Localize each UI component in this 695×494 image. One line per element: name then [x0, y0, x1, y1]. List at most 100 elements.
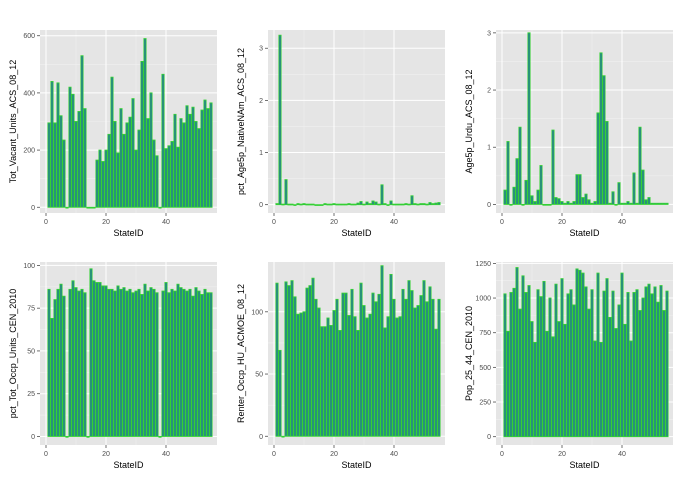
x-tick-label: 20 — [330, 451, 338, 458]
chart-panel-2: 0 1 2 3 0 20 40 StateID pct_Age5p_NativeNAm_ACS_… — [236, 30, 445, 238]
bar — [590, 289, 594, 438]
chart-panel-3: 0 1 2 3 0 20 40 StateID Age5p_Urdu_ACS_08_12 — [464, 30, 673, 238]
bar — [386, 316, 390, 437]
y-tick-label: 600 — [23, 33, 35, 40]
bar — [590, 202, 594, 205]
bar — [587, 199, 591, 205]
bar — [323, 203, 327, 206]
bar — [503, 189, 507, 205]
bar — [146, 290, 150, 437]
y-tick-label: 1 — [487, 145, 491, 152]
bar — [350, 288, 354, 437]
bar — [581, 197, 585, 205]
bar — [632, 292, 636, 438]
bar — [533, 201, 537, 205]
bar — [560, 201, 564, 205]
bar — [545, 203, 549, 206]
bar — [182, 122, 186, 208]
x-tick-label: 20 — [558, 451, 566, 458]
bar — [437, 298, 441, 437]
bar — [152, 139, 156, 208]
bar — [602, 290, 606, 438]
bar — [83, 292, 87, 437]
bar — [419, 203, 423, 206]
bar — [422, 203, 426, 206]
bar — [659, 285, 663, 438]
bar — [170, 288, 174, 437]
bar — [374, 201, 378, 206]
bar — [275, 203, 279, 206]
bar — [605, 278, 609, 438]
bar — [401, 288, 405, 437]
bar — [119, 288, 123, 437]
bar — [314, 204, 318, 206]
bar — [47, 122, 51, 208]
bar — [578, 269, 582, 438]
bar — [197, 290, 201, 437]
bar — [644, 286, 648, 438]
bar — [323, 326, 327, 437]
bar — [56, 288, 60, 437]
bar — [356, 330, 360, 437]
bar — [548, 203, 552, 206]
bar — [326, 203, 330, 206]
chart-panel-6: 0 250 500 750 1000 1250 0 20 40 StateID Pop_25_44_… — [464, 261, 673, 470]
x-tick-label: 40 — [390, 219, 398, 226]
bar — [332, 310, 336, 437]
bar — [656, 202, 660, 205]
bar — [404, 298, 408, 437]
bar — [623, 323, 627, 438]
bar — [119, 108, 123, 208]
bar — [392, 203, 396, 206]
bar — [71, 280, 75, 437]
bar — [620, 202, 624, 205]
bar — [146, 118, 150, 208]
panel-background — [268, 30, 445, 213]
bar — [203, 99, 207, 208]
bar — [284, 281, 288, 437]
bar — [407, 280, 411, 437]
bar — [632, 172, 636, 205]
bar — [320, 204, 324, 206]
bar — [176, 283, 180, 437]
bar — [158, 435, 162, 438]
bar — [335, 203, 339, 206]
bar — [350, 203, 354, 206]
bar — [341, 203, 345, 206]
x-tick-label: 40 — [162, 219, 170, 226]
bar — [566, 293, 570, 438]
bar — [287, 285, 291, 437]
bar — [140, 294, 144, 437]
bar — [290, 203, 294, 206]
bar — [524, 292, 528, 438]
bar — [197, 128, 201, 208]
bar — [539, 165, 543, 205]
bar — [98, 149, 102, 208]
bar — [413, 203, 417, 206]
bar — [650, 293, 654, 438]
bar — [434, 328, 438, 437]
y-axis-title: pct_Tot_Occp_Units_CEN_2010 — [8, 289, 18, 419]
bar — [278, 349, 282, 437]
bar — [68, 288, 72, 437]
bar — [362, 305, 366, 437]
y-tick-label: 50 — [27, 348, 35, 355]
bar — [611, 191, 615, 205]
y-tick-label: 100 — [251, 309, 263, 316]
bar — [626, 292, 630, 438]
bar — [527, 32, 531, 205]
y-axis-title: Tot_Vacant_Units_ACS_08_12 — [8, 60, 18, 183]
bar — [104, 149, 108, 208]
bar — [191, 106, 195, 208]
bar — [179, 287, 183, 437]
bar — [662, 310, 666, 438]
bar — [308, 203, 312, 206]
bar — [311, 277, 315, 437]
bar — [200, 109, 204, 208]
bar — [149, 287, 153, 437]
x-tick-label: 40 — [162, 451, 170, 458]
bar — [92, 206, 96, 209]
bar — [317, 204, 321, 206]
bar — [410, 290, 414, 437]
